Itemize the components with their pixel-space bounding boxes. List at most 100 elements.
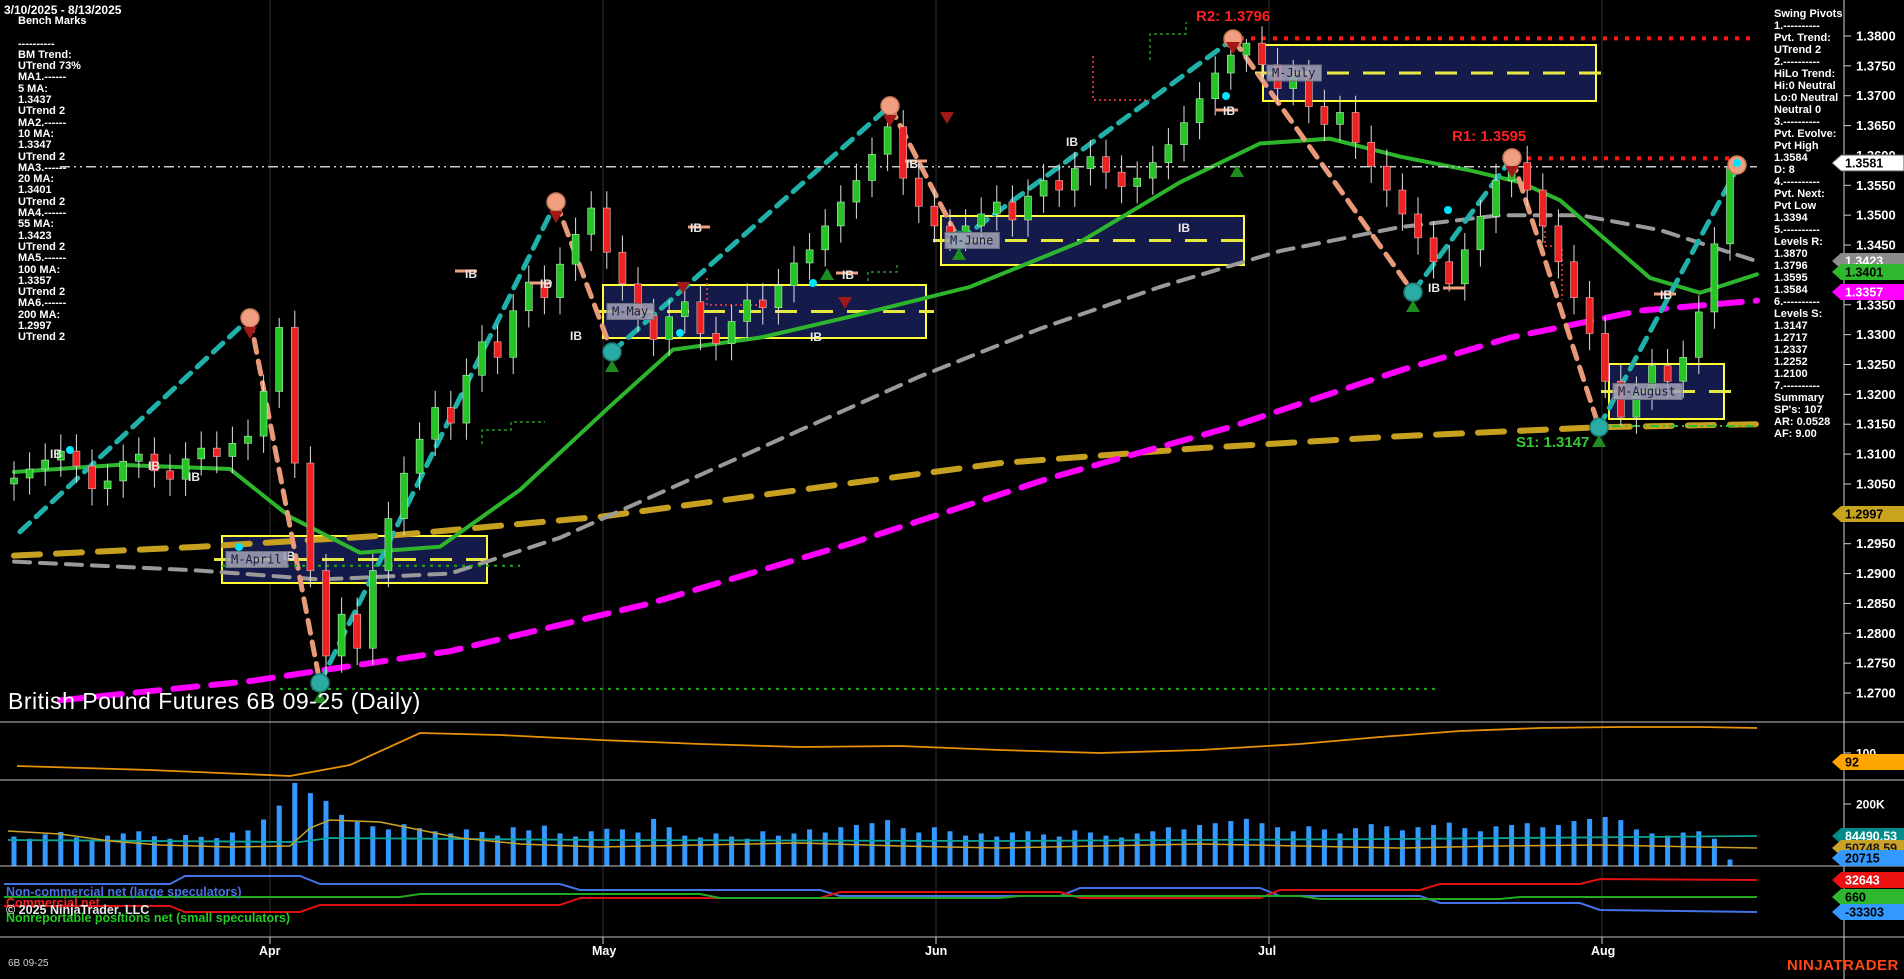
candle-body [509, 310, 518, 358]
candle-body [1242, 42, 1251, 56]
swing-pivot-line: Pvt Low [1774, 200, 1817, 212]
volume-bar [1696, 831, 1702, 866]
ninjatrader-logo: NINJATRADER [1787, 957, 1899, 974]
candle-body [1570, 261, 1578, 298]
swing-down-line [553, 199, 615, 355]
volume-bar [1072, 830, 1078, 866]
ib-label: IB [1066, 135, 1078, 149]
candle-body [135, 453, 143, 462]
swing-pivot-line: 1.3870 [1774, 248, 1808, 260]
volume-bar [1524, 823, 1530, 866]
pivot-low-circle [602, 342, 622, 362]
volume-bar [73, 837, 79, 866]
candle-body [56, 450, 65, 461]
swing-pivot-line: Hi:0 Neutral [1774, 80, 1836, 92]
candle-body [1039, 180, 1048, 197]
volume-bar [1665, 835, 1671, 866]
volume-bar [713, 833, 719, 866]
volume-bar [167, 838, 173, 866]
price-badge-text: 32643 [1845, 874, 1880, 888]
candle-body [1445, 261, 1453, 285]
candle-body [103, 480, 112, 490]
monthly-box-label-bg [225, 551, 289, 568]
price-badge [1832, 754, 1904, 770]
ib-label: IB [1428, 281, 1440, 295]
swing-down-arrow [1505, 166, 1519, 178]
swing-pivot-line: SP's: 107 [1774, 404, 1823, 416]
swing-pivot-line: 3.---------- [1774, 116, 1820, 128]
month-label[interactable]: May [592, 944, 616, 958]
volume-bar [729, 836, 735, 866]
volume-bar [58, 831, 64, 866]
volume-bar [354, 821, 360, 866]
volume-bar [448, 833, 454, 866]
volume-bar [651, 818, 657, 866]
benchmark-line: UTrend 2 [18, 150, 66, 163]
r2-annotation: R2: 1.3796 [1196, 8, 1271, 25]
ib-label: IB [50, 447, 62, 461]
candle-body [290, 327, 299, 464]
month-label[interactable]: Aug [1591, 944, 1615, 958]
instrument-status: 6B 09-25 [8, 958, 49, 969]
price-badge-text: 1.2997 [1845, 508, 1883, 522]
candle-body [1663, 365, 1672, 382]
price-tick-label: 1.3050 [1856, 476, 1896, 491]
month-label[interactable]: Jun [925, 944, 947, 958]
price-tick-label: 1.3500 [1856, 208, 1896, 223]
candle-body [1351, 112, 1360, 143]
volume-bar [105, 835, 111, 866]
month-label[interactable]: Apr [259, 944, 281, 958]
volume-bar [370, 826, 376, 866]
date-range: 3/10/2025 - 8/13/2025 [4, 3, 122, 17]
swing-down-line [247, 315, 323, 686]
volume-bar [510, 827, 516, 866]
volume-bar [339, 814, 345, 866]
volume-bar [1025, 831, 1031, 866]
volume-bar [42, 834, 48, 866]
volume-bar [822, 832, 828, 866]
candle-body [1695, 311, 1703, 358]
candle-body [1601, 333, 1609, 382]
volume-bar [11, 836, 17, 866]
benchmark-line: MA2.------ [18, 116, 67, 129]
price-badge-text: 20715 [1845, 852, 1880, 866]
ib-label: IB [188, 470, 200, 484]
volume-bar [853, 825, 859, 866]
candle-body [883, 126, 892, 155]
benchmark-line: ---------- [18, 37, 55, 50]
swing-pivot-line: 4.---------- [1774, 176, 1820, 188]
volume-bar [1618, 820, 1624, 866]
candle-body [1398, 189, 1407, 215]
volume-bar [1134, 833, 1140, 866]
oscillator-line [16, 726, 1758, 777]
month-label[interactable]: Jul [1258, 944, 1276, 958]
candle-body [1367, 142, 1375, 167]
candle-body [1195, 98, 1204, 123]
volume-bar [1602, 817, 1608, 866]
candle-body [852, 180, 861, 203]
volume-bar [588, 831, 594, 866]
volume-bar [838, 827, 844, 866]
price-tick-label: 1.3800 [1856, 28, 1896, 43]
benchmark-line: 100 MA: [18, 263, 61, 276]
swing-pivot-line: 5.---------- [1774, 224, 1820, 236]
volume-bar [89, 839, 95, 866]
candle-body [150, 453, 159, 472]
swing-pivot-line: 1.3147 [1774, 320, 1808, 332]
pivot-high-circle [546, 192, 566, 212]
volume-bar [1633, 829, 1639, 866]
swing-pivot-line: 6.---------- [1774, 296, 1820, 308]
volume-bar [1337, 833, 1343, 866]
swing-up-arrow [1406, 300, 1420, 312]
benchmark-line: MA6.------ [18, 297, 67, 310]
swing-down-arrow [940, 112, 954, 124]
volume-bar [27, 838, 33, 866]
benchmark-line: UTrend 2 [18, 195, 66, 208]
candle-body [1414, 213, 1422, 239]
candle-body [665, 316, 674, 340]
volume-bar [1571, 821, 1577, 866]
signal-dot [66, 446, 74, 454]
volume-bar [885, 820, 891, 866]
